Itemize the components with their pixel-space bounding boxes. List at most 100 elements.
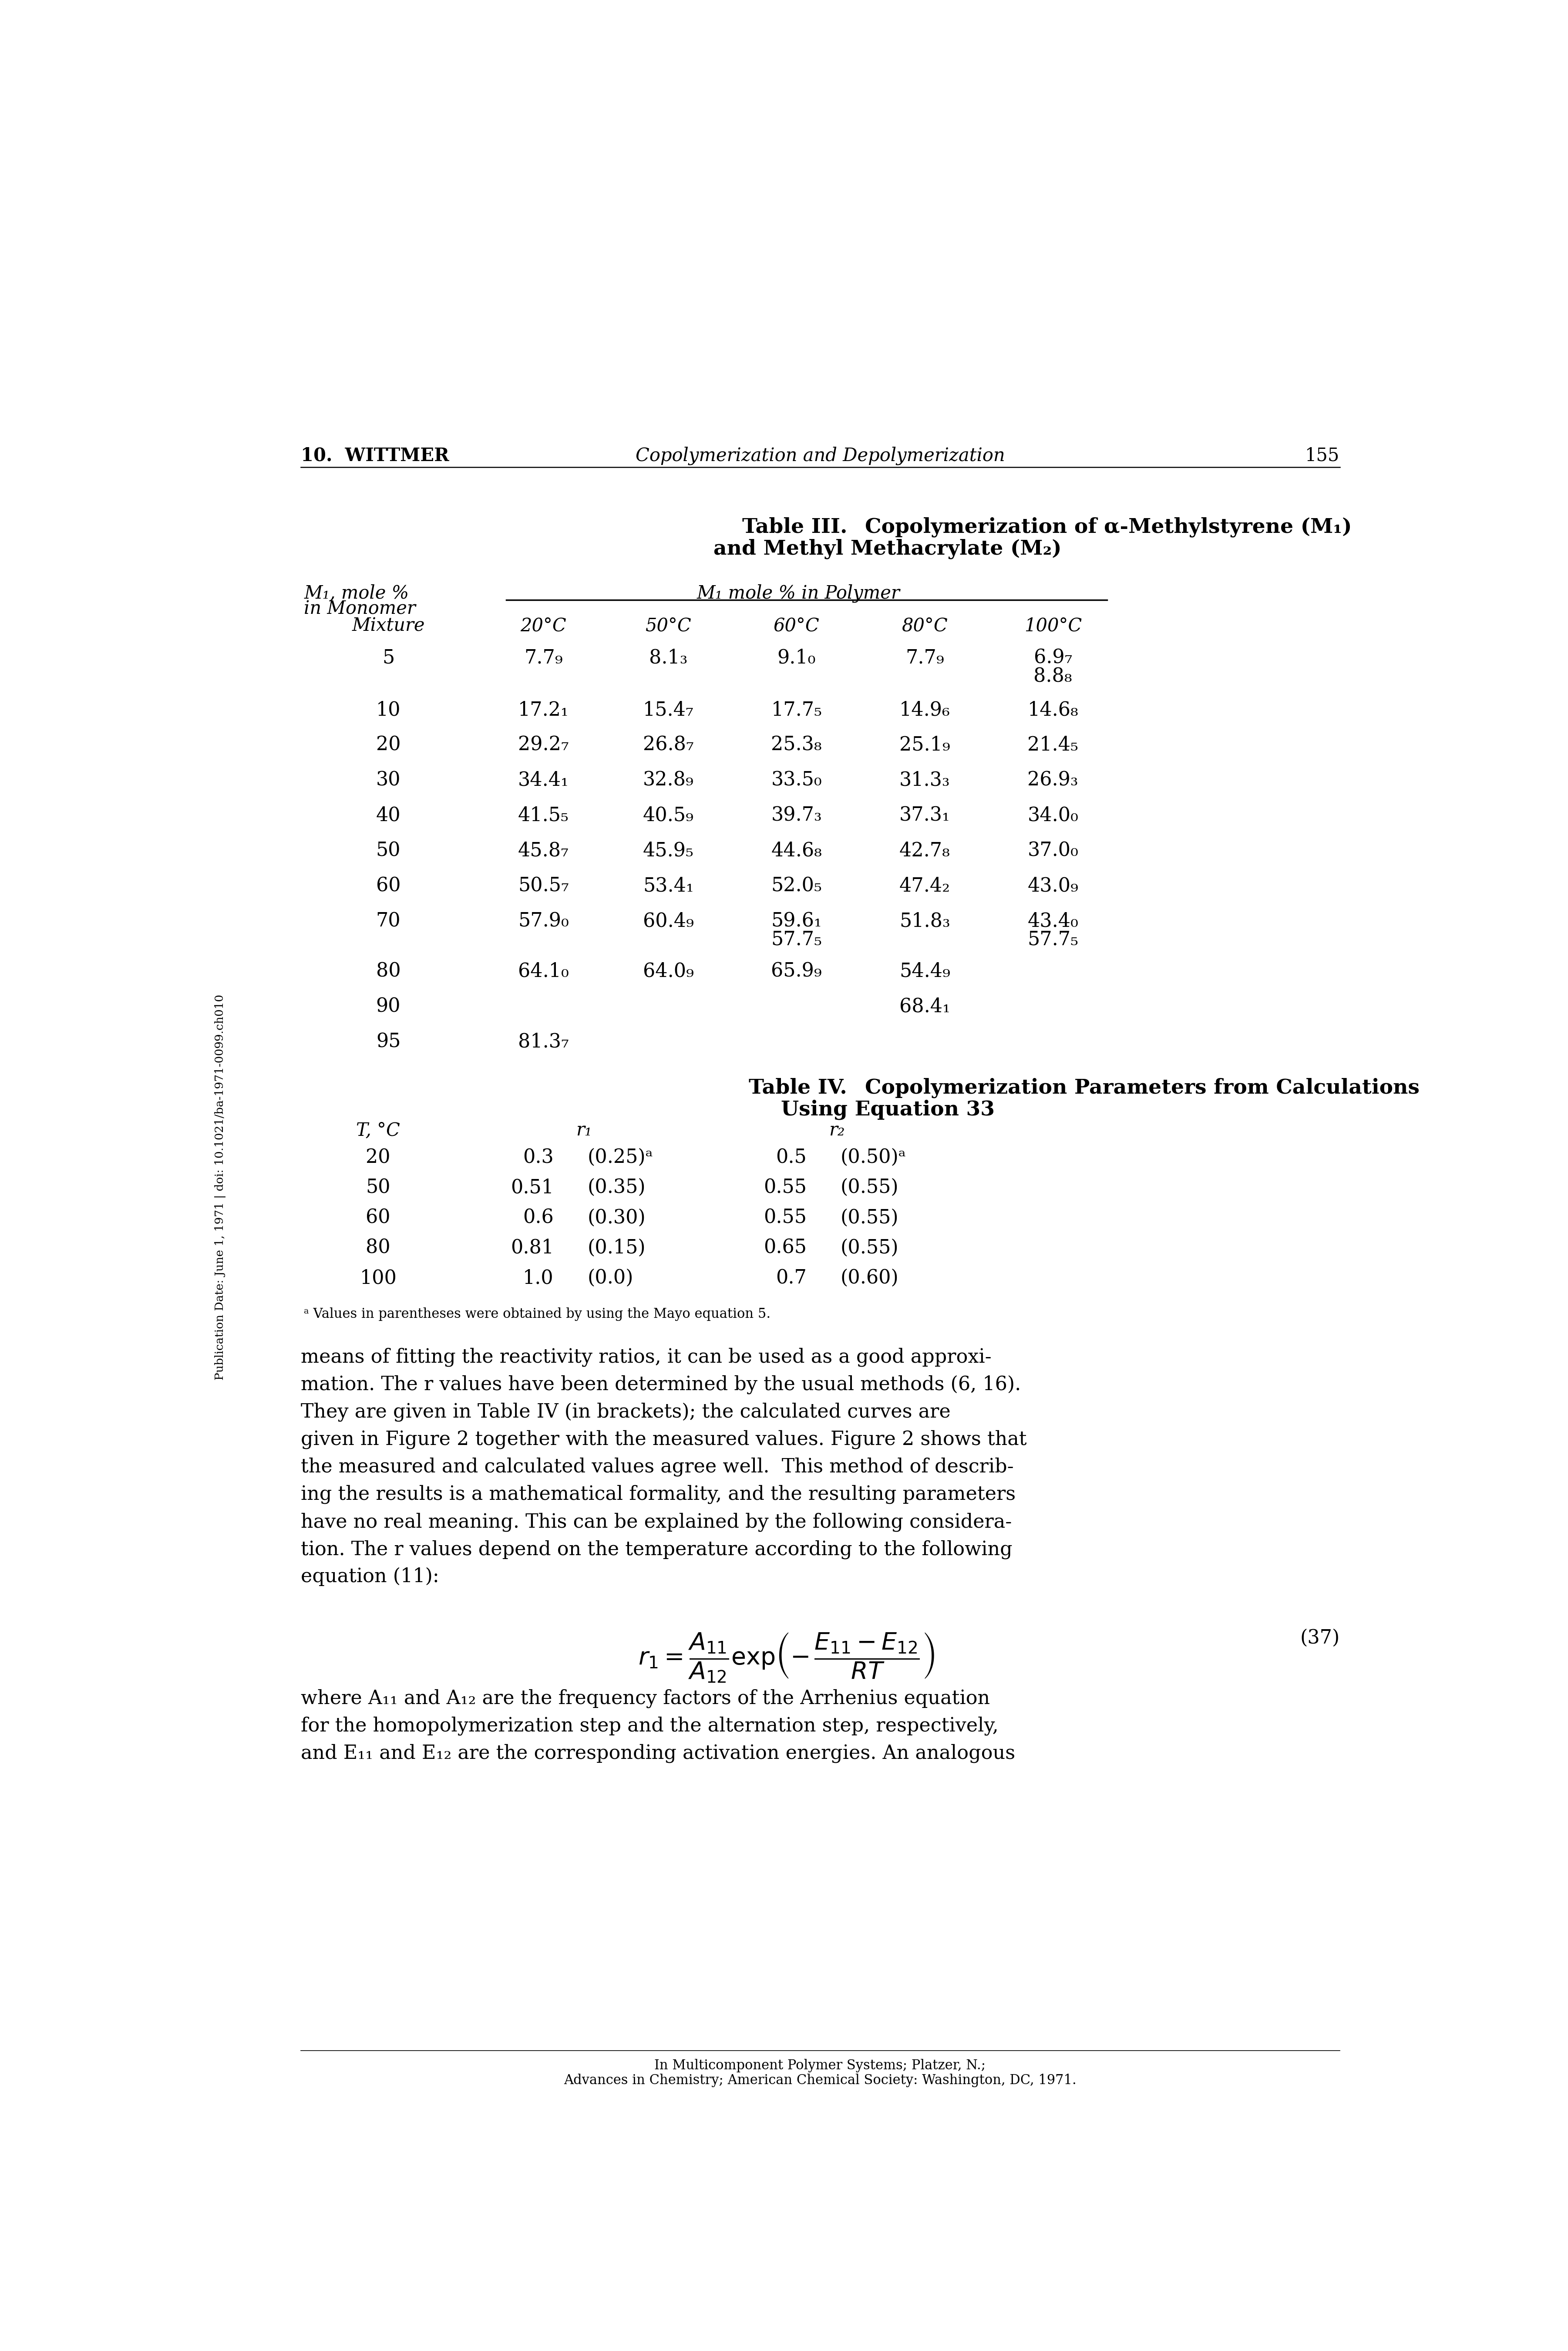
Text: 14.9₆: 14.9₆ [900,701,950,719]
Text: (0.60): (0.60) [840,1270,898,1288]
Text: 33.5₀: 33.5₀ [771,771,822,790]
Text: 1.0: 1.0 [522,1270,554,1288]
Text: 0.7: 0.7 [776,1270,806,1288]
Text: 8.1₃: 8.1₃ [649,649,688,668]
Text: 30: 30 [376,771,401,790]
Text: tion. The r values depend on the temperature according to the following: tion. The r values depend on the tempera… [301,1540,1013,1559]
Text: 0.65: 0.65 [764,1239,806,1258]
Text: 40: 40 [376,806,401,825]
Text: 57.7₅: 57.7₅ [771,931,822,950]
Text: 43.4₀: 43.4₀ [1027,912,1079,931]
Text: Using Equation 33: Using Equation 33 [781,1100,994,1119]
Text: 31.3₃: 31.3₃ [900,771,950,790]
Text: 51.8₃: 51.8₃ [900,912,950,931]
Text: 6.9₇: 6.9₇ [1033,649,1073,668]
Text: 5: 5 [383,649,395,668]
Text: M₁ mole % in Polymer: M₁ mole % in Polymer [696,583,900,602]
Text: 39.7₃: 39.7₃ [771,806,822,825]
Text: 26.9₃: 26.9₃ [1027,771,1079,790]
Text: 0.6: 0.6 [522,1208,554,1227]
Text: 57.9₀: 57.9₀ [517,912,569,931]
Text: 80: 80 [376,962,401,980]
Text: ᵃ Values in parentheses were obtained by using the Mayo equation 5.: ᵃ Values in parentheses were obtained by… [304,1307,770,1321]
Text: means of fitting the reactivity ratios, it can be used as a good approxi-: means of fitting the reactivity ratios, … [301,1347,991,1366]
Text: 65.9₉: 65.9₉ [771,962,822,980]
Text: 15.4₇: 15.4₇ [643,701,693,719]
Text: 70: 70 [376,912,401,931]
Text: 41.5₅: 41.5₅ [517,806,569,825]
Text: 80: 80 [365,1239,390,1258]
Text: 40.5₉: 40.5₉ [643,806,693,825]
Text: (0.15): (0.15) [588,1239,646,1258]
Text: have no real meaning. This can be explained by the following considera-: have no real meaning. This can be explai… [301,1512,1011,1531]
Text: Copolymerization and Depolymerization: Copolymerization and Depolymerization [635,447,1005,465]
Text: 0.51: 0.51 [511,1178,554,1197]
Text: 60.4₉: 60.4₉ [643,912,693,931]
Text: in Monomer: in Monomer [304,600,416,618]
Text: 21.4₅: 21.4₅ [1027,736,1079,755]
Text: 0.5: 0.5 [776,1147,806,1166]
Text: 8.8₈: 8.8₈ [1033,668,1073,686]
Text: r₂: r₂ [829,1121,845,1140]
Text: 26.8₇: 26.8₇ [643,736,693,755]
Text: 0.55: 0.55 [764,1208,806,1227]
Text: (37): (37) [1300,1629,1339,1648]
Text: 100: 100 [359,1270,397,1288]
Text: 44.6₈: 44.6₈ [771,842,822,860]
Text: 90: 90 [376,997,401,1016]
Text: M₁, mole %: M₁, mole % [304,583,409,602]
Text: 34.0₀: 34.0₀ [1027,806,1079,825]
Text: and Methyl Methacrylate (M₂): and Methyl Methacrylate (M₂) [713,538,1062,560]
Text: and E₁₁ and E₁₂ are the corresponding activation energies. An analogous: and E₁₁ and E₁₂ are the corresponding ac… [301,1744,1014,1763]
Text: 47.4₂: 47.4₂ [900,877,950,896]
Text: 60°C: 60°C [773,616,820,635]
Text: 45.8₇: 45.8₇ [517,842,569,860]
Text: 50.5₇: 50.5₇ [517,877,569,896]
Text: 45.9₅: 45.9₅ [643,842,693,860]
Text: (0.55): (0.55) [840,1239,898,1258]
Text: 68.4₁: 68.4₁ [900,997,950,1016]
Text: 0.55: 0.55 [764,1178,806,1197]
Text: (0.30): (0.30) [588,1208,646,1227]
Text: 64.0₉: 64.0₉ [643,962,693,980]
Text: 32.8₉: 32.8₉ [643,771,693,790]
Text: Advances in Chemistry; American Chemical Society: Washington, DC, 1971.: Advances in Chemistry; American Chemical… [564,2074,1077,2088]
Text: 81.3₇: 81.3₇ [517,1032,569,1051]
Text: 0.81: 0.81 [511,1239,554,1258]
Text: 10.  WITTMER: 10. WITTMER [301,447,448,465]
Text: 50: 50 [365,1178,390,1197]
Text: 37.0₀: 37.0₀ [1027,842,1079,860]
Text: given in Figure 2 together with the measured values. Figure 2 shows that: given in Figure 2 together with the meas… [301,1429,1027,1448]
Text: 95: 95 [376,1032,400,1051]
Text: 7.7₉: 7.7₉ [905,649,944,668]
Text: (0.25)ᵃ: (0.25)ᵃ [588,1147,652,1166]
Text: (0.50)ᵃ: (0.50)ᵃ [840,1147,906,1166]
Text: 60: 60 [365,1208,390,1227]
Text: Publication Date: June 1, 1971 | doi: 10.1021/ba-1971-0099.ch010: Publication Date: June 1, 1971 | doi: 10… [215,994,226,1380]
Text: 60: 60 [376,877,401,896]
Text: 10: 10 [376,701,401,719]
Text: equation (11):: equation (11): [301,1568,439,1587]
Text: 17.2₁: 17.2₁ [517,701,569,719]
Text: 53.4₁: 53.4₁ [643,877,693,896]
Text: 59.6₁: 59.6₁ [771,912,822,931]
Text: where A₁₁ and A₁₂ are the frequency factors of the Arrhenius equation: where A₁₁ and A₁₂ are the frequency fact… [301,1688,989,1707]
Text: 9.1₀: 9.1₀ [778,649,815,668]
Text: 42.7₈: 42.7₈ [900,842,950,860]
Text: 52.0₅: 52.0₅ [771,877,822,896]
Text: Mixture: Mixture [351,616,425,635]
Text: 57.7₅: 57.7₅ [1027,931,1079,950]
Text: 20°C: 20°C [521,616,566,635]
Text: (0.55): (0.55) [840,1178,898,1197]
Text: 54.4₉: 54.4₉ [900,962,950,980]
Text: 64.1₀: 64.1₀ [517,962,569,980]
Text: In Multicomponent Polymer Systems; Platzer, N.;: In Multicomponent Polymer Systems; Platz… [654,2059,986,2071]
Text: mation. The r values have been determined by the usual methods (6, 16).: mation. The r values have been determine… [301,1375,1021,1394]
Text: 20: 20 [376,736,401,755]
Text: 29.2₇: 29.2₇ [517,736,569,755]
Text: the measured and calculated values agree well.  This method of describ-: the measured and calculated values agree… [301,1458,1013,1476]
Text: 43.0₉: 43.0₉ [1027,877,1079,896]
Text: (0.0): (0.0) [588,1270,633,1288]
Text: 17.7₅: 17.7₅ [771,701,822,719]
Text: 7.7₉: 7.7₉ [524,649,563,668]
